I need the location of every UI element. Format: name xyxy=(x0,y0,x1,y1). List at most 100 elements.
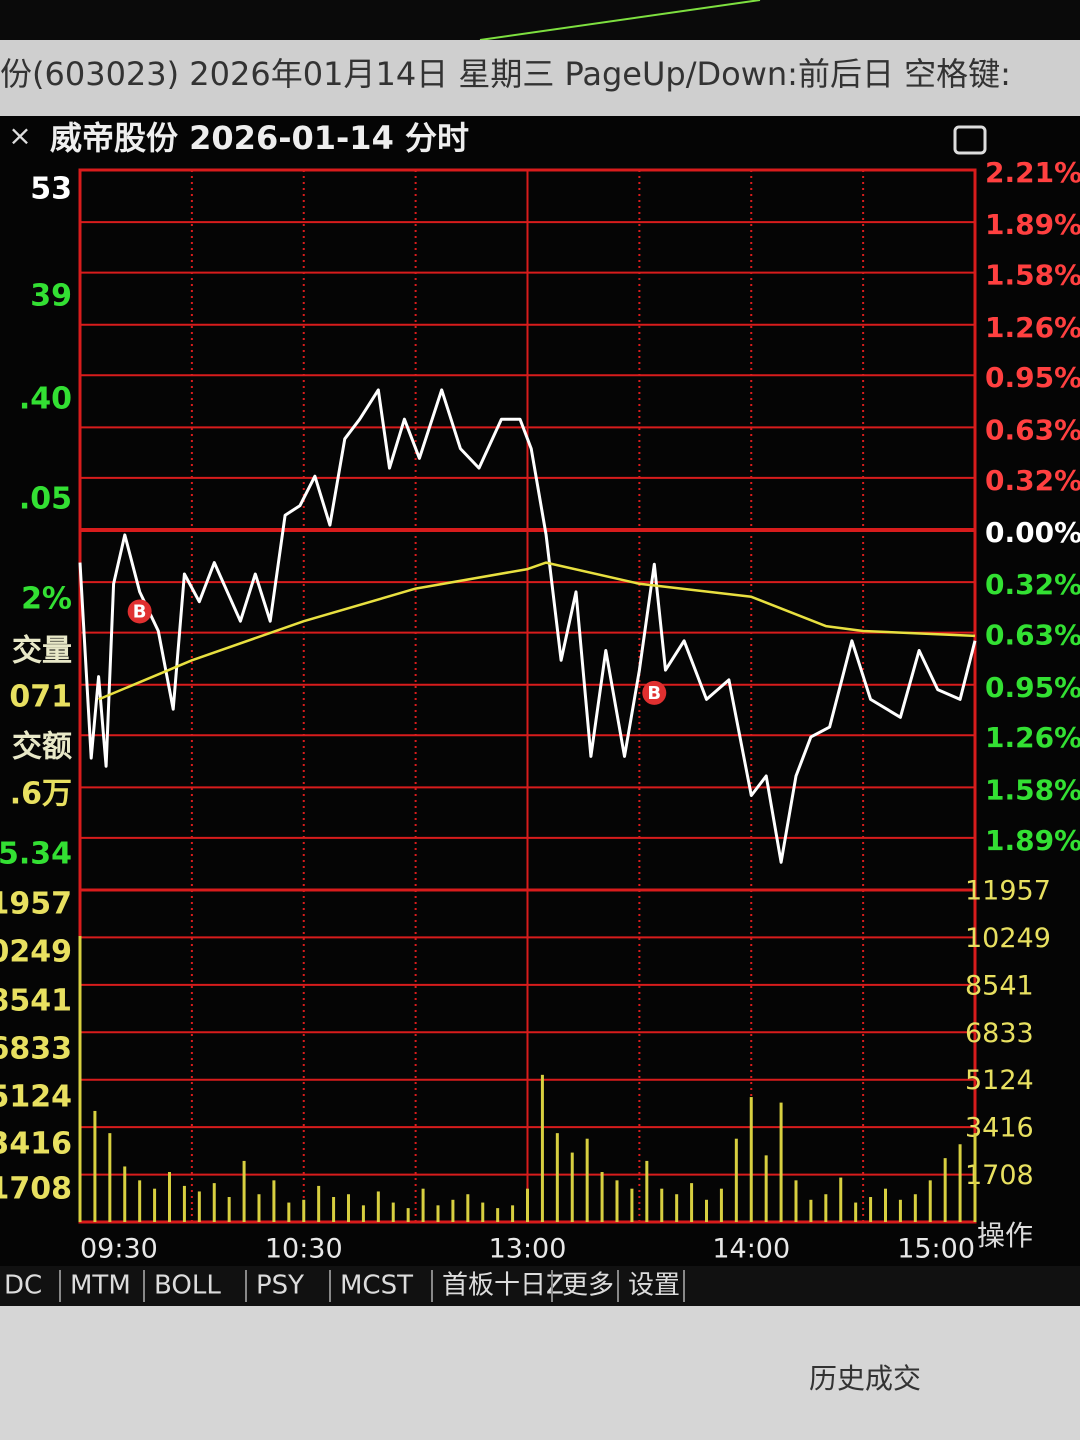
volume-bar xyxy=(675,1194,679,1222)
tab[interactable]: DC xyxy=(4,1271,42,1301)
volume-bar xyxy=(749,1097,753,1222)
volume-bar xyxy=(182,1185,186,1222)
volume-bar xyxy=(764,1155,768,1222)
action-button[interactable]: 操作 xyxy=(977,1219,1033,1252)
tab[interactable]: 更多 xyxy=(562,1271,614,1301)
volume-bar xyxy=(227,1197,231,1222)
tab-bar xyxy=(0,1266,1080,1306)
x-tick-label: 14:00 xyxy=(712,1234,790,1265)
volume-bar xyxy=(287,1202,291,1222)
left-label: 071 xyxy=(9,680,72,715)
chart-title: 威帝股份 2026-01-14 分时 xyxy=(50,119,469,157)
tab[interactable]: 设置 xyxy=(628,1271,680,1301)
left-label: 6833 xyxy=(0,1032,72,1067)
volume-bar xyxy=(973,1133,977,1222)
y-tick-label: 1.89% xyxy=(985,208,1080,241)
volume-bar xyxy=(93,1110,97,1222)
volume-bar xyxy=(600,1172,604,1222)
volume-bar xyxy=(406,1208,410,1222)
y-tick-label: 1.26% xyxy=(985,721,1080,754)
volume-tick-label: 10249 xyxy=(965,923,1051,954)
y-tick-label: 0.32% xyxy=(985,464,1080,497)
volume-bar xyxy=(272,1180,276,1222)
left-label: 5124 xyxy=(0,1080,72,1115)
y-tick-label: 1.26% xyxy=(985,311,1080,344)
left-label: 8541 xyxy=(0,984,72,1019)
volume-bar xyxy=(884,1188,887,1222)
left-label: 1708 xyxy=(0,1172,72,1207)
y-tick-label: 1.58% xyxy=(985,773,1080,806)
volume-bar xyxy=(690,1183,694,1222)
left-label: 3416 xyxy=(0,1127,72,1162)
y-tick-label: 1.58% xyxy=(985,259,1080,292)
tab[interactable]: BOLL xyxy=(154,1271,221,1301)
volume-bar xyxy=(138,1180,142,1222)
tab[interactable]: MCST xyxy=(340,1271,413,1301)
price-line xyxy=(78,388,977,864)
volume-bar xyxy=(466,1194,470,1222)
volume-bar xyxy=(123,1166,127,1222)
buy-marker xyxy=(127,599,152,624)
volume-bar xyxy=(898,1199,902,1222)
volume-bar xyxy=(197,1191,201,1222)
volume-bar xyxy=(451,1199,455,1222)
left-label: 2% xyxy=(21,582,72,617)
volume-bar xyxy=(794,1180,798,1222)
volume-bar xyxy=(705,1199,708,1222)
volume-bar xyxy=(481,1202,485,1222)
y-tick-label: 0.95% xyxy=(985,671,1080,704)
volume-bar xyxy=(570,1152,574,1222)
background-line xyxy=(479,0,761,41)
volume-bar xyxy=(317,1185,321,1222)
buy-marker-label: B xyxy=(647,683,661,704)
volume-bar xyxy=(555,1133,559,1222)
buy-marker xyxy=(642,680,667,705)
volume-tick-label: 6833 xyxy=(965,1018,1034,1049)
left-label: 1957 xyxy=(0,887,72,922)
footer-bar xyxy=(0,1306,1080,1440)
volume-bar xyxy=(645,1160,649,1222)
volume-bar xyxy=(108,1133,112,1222)
volume-bar xyxy=(302,1199,306,1222)
x-tick-label: 13:00 xyxy=(489,1234,567,1265)
volume-bar xyxy=(958,1144,962,1222)
footer-text[interactable]: 历史成交 xyxy=(809,1362,921,1395)
y-tick-label: 0.63% xyxy=(985,413,1080,446)
volume-bar xyxy=(347,1194,350,1222)
left-label: 53 xyxy=(30,172,72,207)
average-line xyxy=(98,561,976,701)
tab[interactable]: 首板十日Z xyxy=(442,1271,564,1301)
y-tick-label: 0.95% xyxy=(985,361,1080,394)
tab[interactable]: MTM xyxy=(70,1271,131,1301)
volume-bar xyxy=(779,1102,783,1222)
volume-bar xyxy=(854,1202,858,1222)
y-tick-label: 0.00% xyxy=(985,516,1080,549)
volume-bar xyxy=(869,1197,873,1222)
volume-bar xyxy=(391,1202,395,1222)
header-text: 份(603023) 2026年01月14日 星期三 PageUp/Down:前后… xyxy=(0,55,1011,93)
maximize-icon[interactable] xyxy=(953,125,987,155)
tab[interactable]: PSY xyxy=(256,1271,304,1301)
volume-bar xyxy=(839,1177,843,1222)
left-label: .6万 xyxy=(10,777,72,812)
volume-bar xyxy=(376,1191,380,1222)
x-tick-label: 10:30 xyxy=(265,1234,343,1265)
volume-bar xyxy=(496,1208,500,1222)
close-button[interactable]: × xyxy=(8,119,31,152)
volume-bar xyxy=(943,1158,947,1222)
left-label: 0249 xyxy=(0,935,72,970)
volume-bar xyxy=(436,1205,440,1222)
y-tick-label: 0.63% xyxy=(985,619,1080,652)
header-bar xyxy=(0,40,1080,116)
volume-bar xyxy=(540,1074,544,1222)
volume-tick-label: 8541 xyxy=(965,970,1034,1001)
left-label: .40 xyxy=(19,382,72,417)
left-label: 交量 xyxy=(12,634,72,669)
volume-bar xyxy=(585,1138,589,1222)
volume-bar xyxy=(78,936,82,1222)
chart-panel xyxy=(0,116,1080,1266)
x-tick-label: 15:00 xyxy=(897,1234,975,1265)
volume-bar xyxy=(332,1197,336,1222)
